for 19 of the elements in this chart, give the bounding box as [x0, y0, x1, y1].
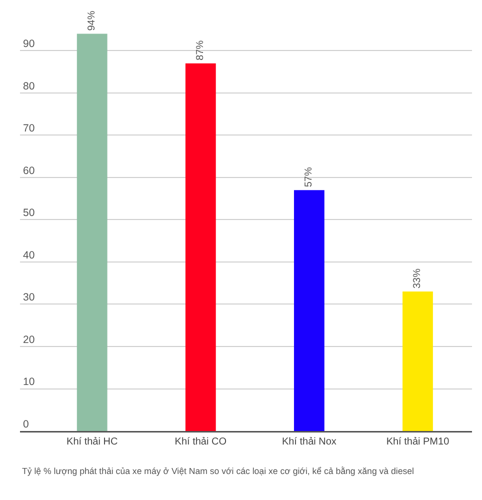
data-label: 57% [304, 167, 315, 188]
y-tick-label: 30 [23, 292, 35, 304]
x-tick-label: Khí thải PM10 [386, 436, 450, 448]
y-tick-label: 40 [23, 249, 35, 262]
x-tick-label: Khí thải Nox [282, 436, 336, 448]
y-tick-label: 60 [23, 164, 35, 177]
y-tick-label: 50 [23, 207, 35, 220]
text: Tỷ lệ % lượng phát thải của xe máy ở Việt Nam so với các loại xe cơ giới, kể cả bằng xăng và diesel [22, 466, 414, 476]
data-label: 33% [412, 268, 424, 289]
y-tick-label: 80 [23, 80, 35, 92]
y-tick-label: 70 [23, 122, 35, 135]
x-tick-label: Khí thải CO [174, 436, 227, 448]
y-tick-label: 0 [23, 418, 29, 430]
x-tick-label: Khí thải HC [66, 436, 118, 448]
y-tick-label: 10 [23, 376, 35, 388]
data-label: 87% [195, 40, 206, 60]
data-label: 94% [86, 10, 98, 31]
y-tick-label: 20 [23, 334, 35, 346]
y-tick-label: 90 [23, 38, 35, 50]
